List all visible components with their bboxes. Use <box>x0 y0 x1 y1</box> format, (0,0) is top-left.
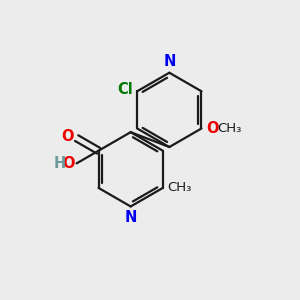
Text: O: O <box>63 156 75 171</box>
Text: N: N <box>124 210 137 225</box>
Text: CH₃: CH₃ <box>217 122 241 135</box>
Text: N: N <box>163 54 176 69</box>
Text: O: O <box>206 121 218 136</box>
Text: H: H <box>54 156 66 171</box>
Text: Cl: Cl <box>117 82 133 97</box>
Text: CH₃: CH₃ <box>167 182 192 194</box>
Text: O: O <box>61 129 74 144</box>
